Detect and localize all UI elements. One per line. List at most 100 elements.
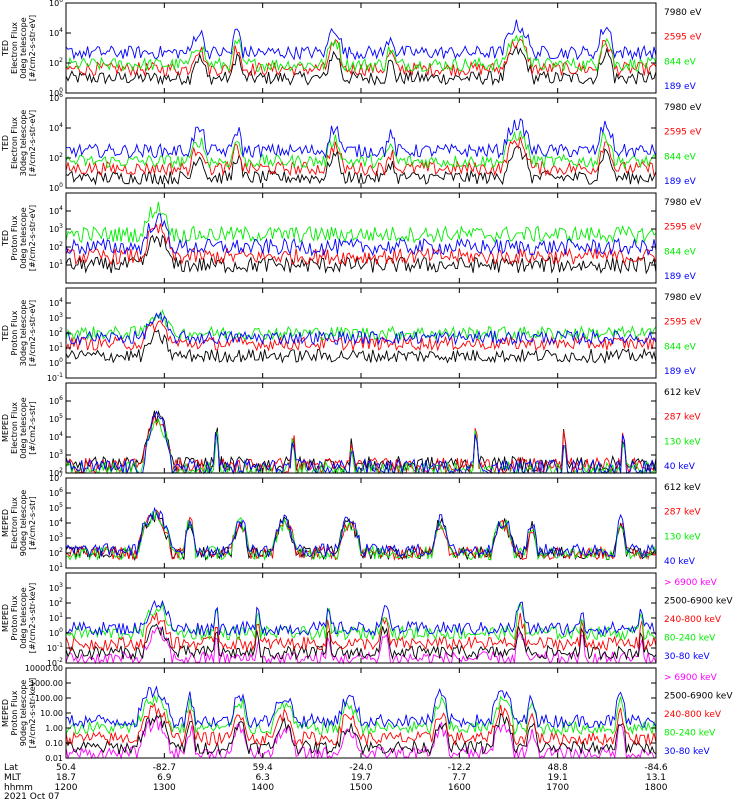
legend-entry: 2500-6900 keV: [664, 692, 733, 702]
legend-entry: 7980 eV: [664, 198, 702, 208]
footer-tick-label: 1600: [448, 783, 471, 793]
footer-tick-label: 1400: [251, 783, 274, 793]
series-trace-4: [65, 506, 657, 559]
footer-row-label: Lat: [4, 763, 19, 773]
y-tick-label: 107: [49, 472, 63, 483]
series-trace-4: [65, 602, 657, 642]
series-trace-1: [65, 410, 657, 474]
y-tick-label: 101: [49, 259, 63, 270]
y-tick-label: 104: [49, 122, 63, 133]
footer-tick-label: 48.8: [548, 763, 568, 773]
legend-entry: 80-240 keV: [664, 729, 716, 739]
panel-1: 100 102 104 106 TEDElectron Flux0deg telesco…: [1, 0, 702, 98]
footer-tick-label: 19.7: [351, 773, 371, 783]
series-trace-2: [65, 223, 657, 267]
legend-entry: 40 keV: [664, 557, 696, 567]
y-tick-label: 105: [49, 413, 63, 424]
legend-entry: 612 keV: [664, 388, 701, 398]
footer-tick-label: 7.7: [452, 773, 466, 783]
footer-tick-label: 19.1: [548, 773, 568, 783]
y-tick-label: 102: [49, 241, 63, 252]
series-trace-5: [65, 685, 657, 730]
legend-entry: 844 eV: [664, 247, 697, 257]
legend-entry: 2500-6900 keV: [664, 597, 733, 607]
y-tick-label: 106: [49, 395, 63, 406]
y-tick-label: 102: [49, 327, 63, 338]
legend-entry: 80-240 keV: [664, 634, 716, 644]
legend-entry: 240-800 keV: [664, 615, 722, 625]
series-trace-4: [65, 213, 657, 257]
y-tick-label: 100: [49, 87, 63, 98]
series-trace-1: [65, 329, 657, 365]
y-axis-label: MEPEDElectron Flux0deg telescope[#/cm2-s…: [1, 397, 37, 458]
series-trace-3: [65, 510, 657, 562]
y-tick-label: 102: [49, 597, 63, 608]
y-tick-label: 10-1: [47, 642, 63, 653]
footer-tick-label: 59.4: [253, 763, 273, 773]
legend-entry: 40 keV: [664, 462, 696, 472]
panel-6: 101 102 103 104 105 106 107 MEPEDElectron Flux9…: [1, 472, 701, 573]
y-tick-label: 102: [49, 467, 63, 478]
footer-tick-label: 6.9: [157, 773, 172, 783]
y-tick-label: 101: [49, 342, 63, 353]
y-tick-label: 103: [49, 582, 63, 593]
legend-entry: 287 keV: [664, 508, 701, 518]
y-tick-label: 102: [49, 547, 63, 558]
y-tick-label: 10-2: [47, 657, 63, 668]
y-tick-label: 104: [49, 205, 63, 216]
panel-2: 100 102 104 106 TEDElectron Flux30deg telesc…: [1, 92, 702, 193]
y-tick-label: 103: [49, 312, 63, 323]
footer-tick-label: 6.3: [256, 773, 270, 783]
legend-entry: 2595 eV: [664, 33, 702, 43]
series-trace-4: [65, 311, 657, 346]
y-tick-label: 103: [49, 532, 63, 543]
y-axis-label: TEDElectron Flux30deg telescope[#/cm2-s-…: [1, 110, 37, 177]
y-tick-label: 100: [49, 182, 63, 193]
footer-tick-label: 1800: [645, 783, 668, 793]
y-tick-label: 100: [49, 627, 63, 638]
series-trace-3: [65, 308, 657, 342]
panel-5: 102 103 104 105 106 MEPEDElectron Flux0deg te…: [1, 382, 701, 478]
series-trace-4: [65, 19, 657, 61]
series-trace-3: [65, 612, 657, 652]
footer-tick-label: 1700: [546, 783, 569, 793]
legend-entry: 844 eV: [664, 152, 697, 162]
legend-entry: 844 eV: [664, 57, 697, 67]
legend-entry: 7980 eV: [664, 8, 702, 18]
legend-entry: 287 keV: [664, 413, 701, 423]
footer-tick-label: 50.4: [56, 763, 76, 773]
series-trace-5: [65, 599, 657, 637]
footer-date: 2021 Oct 07: [4, 792, 60, 800]
plot-frame: [65, 667, 657, 759]
y-tick-label: 103: [49, 449, 63, 460]
y-tick-label: 105: [49, 502, 63, 513]
footer-row-label: MLT: [4, 773, 22, 783]
series-trace-3: [65, 702, 657, 747]
panel-7: 10-2 10-1 100 101 102 103 MEPEDProton Flux0deg…: [1, 572, 733, 668]
legend-entry: 7980 eV: [664, 293, 702, 303]
y-tick-label: 104: [49, 517, 63, 528]
y-tick-label: 10.00: [40, 709, 63, 718]
legend-entry: 130 keV: [664, 532, 701, 542]
legend-entry: 2595 eV: [664, 223, 702, 233]
series-trace-3: [65, 34, 657, 73]
panel-8: 0.01 0.10 1.00 10.00 100.00 1000.00 10000.00 ME…: [1, 664, 733, 763]
footer-tick-label: -12.2: [448, 763, 471, 773]
y-tick-label: 106: [49, 487, 63, 498]
y-tick-label: 102: [49, 152, 63, 163]
legend-entry: 2595 eV: [664, 128, 702, 138]
series-trace-1: [65, 44, 657, 87]
y-axis-label: MEPEDProton Flux90deg telescope[#/cm2-s-…: [1, 678, 37, 749]
footer-tick-label: 18.7: [56, 773, 76, 783]
y-tick-label: 102: [49, 57, 63, 68]
series-trace-2: [65, 623, 657, 661]
footer-row-label: hhmm: [4, 783, 33, 793]
y-tick-label: 104: [49, 27, 63, 38]
plot-frame: [65, 2, 657, 94]
legend-entry: 189 eV: [664, 272, 697, 282]
legend-entry: 189 eV: [664, 82, 697, 92]
y-tick-label: 101: [49, 562, 63, 573]
series-trace-4: [65, 118, 657, 160]
